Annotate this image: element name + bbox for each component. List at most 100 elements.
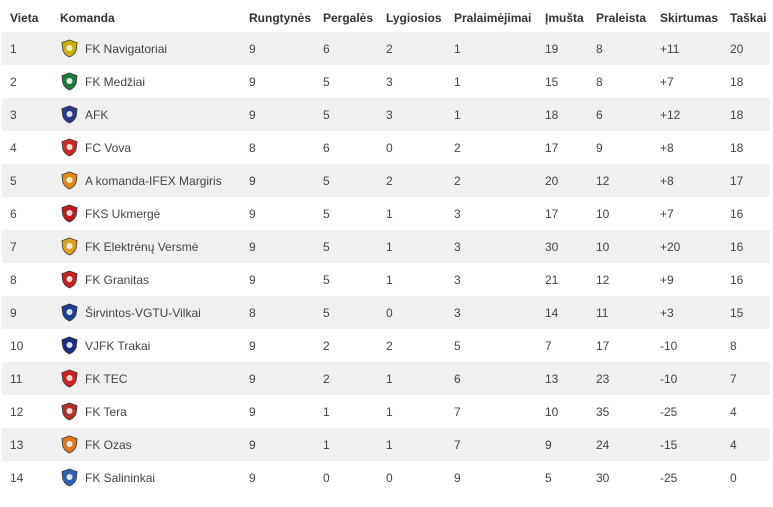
draws-cell: 1 <box>378 362 446 395</box>
table-row[interactable]: 11 FK TEC 9 2 1 6 13 23 -10 7 <box>2 362 770 395</box>
goals-for-cell: 21 <box>537 263 588 296</box>
goal-difference-cell: +12 <box>652 98 722 131</box>
table-row[interactable]: 10 VJFK Trakai 9 2 2 5 7 17 -10 8 <box>2 329 770 362</box>
team-name[interactable]: FK TEC <box>85 371 128 386</box>
team-name[interactable]: VJFK Trakai <box>85 338 151 353</box>
team-name[interactable]: Širvintos-VGTU-Vilkai <box>85 305 201 320</box>
losses-cell: 5 <box>446 329 537 362</box>
draws-cell: 1 <box>378 395 446 428</box>
team-name[interactable]: FC Vova <box>85 140 132 155</box>
played-cell: 9 <box>241 164 315 197</box>
vilkai-logo-icon <box>60 303 79 322</box>
goal-difference-cell: +11 <box>652 32 722 65</box>
wins-cell: 2 <box>315 329 378 362</box>
wins-cell: 5 <box>315 98 378 131</box>
table-row[interactable]: 12 FK Tera 9 1 1 7 10 35 -25 4 <box>2 395 770 428</box>
header-draws[interactable]: Lygiosios <box>378 4 446 32</box>
team-cell[interactable]: FK Navigatoriai <box>52 32 241 65</box>
losses-cell: 1 <box>446 32 537 65</box>
wins-cell: 5 <box>315 65 378 98</box>
points-cell: 18 <box>722 131 770 164</box>
points-cell: 7 <box>722 362 770 395</box>
team-name[interactable]: FK Elektrėnų Versmė <box>85 239 199 254</box>
team-cell[interactable]: FK Ozas <box>52 428 241 461</box>
vova-logo-icon <box>60 138 79 157</box>
team-cell[interactable]: A komanda-IFEX Margiris <box>52 164 241 197</box>
header-points[interactable]: Taškai <box>722 4 770 32</box>
losses-cell: 1 <box>446 65 537 98</box>
header-goals-against[interactable]: Praleista <box>588 4 652 32</box>
position-cell: 9 <box>2 296 52 329</box>
team-name[interactable]: FK Ozas <box>85 437 132 452</box>
goals-for-cell: 5 <box>537 461 588 494</box>
team-cell[interactable]: FK Tera <box>52 395 241 428</box>
table-row[interactable]: 9 Širvintos-VGTU-Vilkai 8 5 0 3 14 11 +3 15 <box>2 296 770 329</box>
team-name[interactable]: AFK <box>85 107 109 122</box>
header-position[interactable]: Vieta <box>2 4 52 32</box>
position-cell: 14 <box>2 461 52 494</box>
team-name[interactable]: FK Navigatoriai <box>85 41 168 56</box>
team-cell[interactable]: FK Elektrėnų Versmė <box>52 230 241 263</box>
points-cell: 18 <box>722 98 770 131</box>
team-cell[interactable]: Širvintos-VGTU-Vilkai <box>52 296 241 329</box>
team-name[interactable]: FK Granitas <box>85 272 150 287</box>
points-cell: 20 <box>722 32 770 65</box>
table-row[interactable]: 3 AFK 9 5 3 1 18 6 +12 18 <box>2 98 770 131</box>
draws-cell: 3 <box>378 98 446 131</box>
position-cell: 12 <box>2 395 52 428</box>
table-body: 1 FK Navigatoriai 9 6 2 1 19 8 +11 20 2 FK Medžiai 9… <box>2 32 770 494</box>
table-row[interactable]: 1 FK Navigatoriai 9 6 2 1 19 8 +11 20 <box>2 32 770 65</box>
table-row[interactable]: 13 FK Ozas 9 1 1 7 9 24 -15 4 <box>2 428 770 461</box>
team-name[interactable]: FKS Ukmergė <box>85 206 161 221</box>
draws-cell: 1 <box>378 197 446 230</box>
team-cell[interactable]: VJFK Trakai <box>52 329 241 362</box>
header-team[interactable]: Komanda <box>52 4 241 32</box>
table-row[interactable]: 14 FK Salininkai 9 0 0 9 5 30 -25 0 <box>2 461 770 494</box>
table-row[interactable]: 6 FKS Ukmergė 9 5 1 3 17 10 +7 16 <box>2 197 770 230</box>
goals-against-cell: 12 <box>588 164 652 197</box>
points-cell: 16 <box>722 197 770 230</box>
table-row[interactable]: 4 FC Vova 8 6 0 2 17 9 +8 18 <box>2 131 770 164</box>
position-cell: 1 <box>2 32 52 65</box>
wins-cell: 1 <box>315 395 378 428</box>
goals-against-cell: 8 <box>588 65 652 98</box>
goals-for-cell: 18 <box>537 98 588 131</box>
header-played[interactable]: Rungtynės <box>241 4 315 32</box>
table-row[interactable]: 2 FK Medžiai 9 5 3 1 15 8 +7 18 <box>2 65 770 98</box>
header-goals-for[interactable]: Įmušta <box>537 4 588 32</box>
team-name[interactable]: FK Tera <box>85 404 127 419</box>
wins-cell: 5 <box>315 296 378 329</box>
team-cell[interactable]: FKS Ukmergė <box>52 197 241 230</box>
header-goal-difference[interactable]: Skirtumas <box>652 4 722 32</box>
team-name[interactable]: FK Medžiai <box>85 74 146 89</box>
goal-difference-cell: +9 <box>652 263 722 296</box>
team-cell[interactable]: AFK <box>52 98 241 131</box>
goals-for-cell: 7 <box>537 329 588 362</box>
header-wins[interactable]: Pergalės <box>315 4 378 32</box>
team-cell[interactable]: FK Medžiai <box>52 65 241 98</box>
goals-against-cell: 11 <box>588 296 652 329</box>
team-cell[interactable]: FC Vova <box>52 131 241 164</box>
standings-table: Vieta Komanda Rungtynės Pergalės Lygiosi… <box>2 4 770 494</box>
goals-for-cell: 15 <box>537 65 588 98</box>
table-row[interactable]: 7 FK Elektrėnų Versmė 9 5 1 3 30 10 +20 16 <box>2 230 770 263</box>
played-cell: 9 <box>241 32 315 65</box>
losses-cell: 3 <box>446 296 537 329</box>
trakai-logo-icon <box>60 336 79 355</box>
team-name[interactable]: A komanda-IFEX Margiris <box>85 173 222 188</box>
goals-against-cell: 12 <box>588 263 652 296</box>
granitas-logo-icon <box>60 270 79 289</box>
draws-cell: 3 <box>378 65 446 98</box>
team-cell[interactable]: FK Granitas <box>52 263 241 296</box>
table-row[interactable]: 8 FK Granitas 9 5 1 3 21 12 +9 16 <box>2 263 770 296</box>
standings-table-container: Vieta Komanda Rungtynės Pergalės Lygiosi… <box>2 4 770 494</box>
goals-for-cell: 30 <box>537 230 588 263</box>
header-losses[interactable]: Pralaimėjimai <box>446 4 537 32</box>
team-cell[interactable]: FK TEC <box>52 362 241 395</box>
points-cell: 4 <box>722 428 770 461</box>
team-cell[interactable]: FK Salininkai <box>52 461 241 494</box>
team-name[interactable]: FK Salininkai <box>85 470 156 485</box>
goal-difference-cell: +8 <box>652 131 722 164</box>
goals-against-cell: 30 <box>588 461 652 494</box>
